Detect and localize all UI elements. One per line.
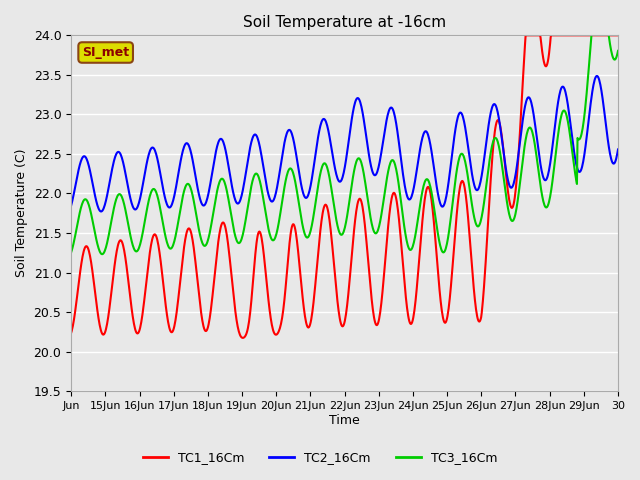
- TC1_16Cm: [67, 330, 75, 336]
- TC3_16Cm: [588, 35, 595, 41]
- TC3_16Cm: [67, 250, 75, 255]
- X-axis label: Time: Time: [329, 414, 360, 427]
- TC2_16Cm: [295, 168, 303, 173]
- TC1_16Cm: [239, 335, 246, 341]
- TC3_16Cm: [614, 48, 622, 54]
- Line: TC3_16Cm: TC3_16Cm: [71, 31, 618, 254]
- Text: SI_met: SI_met: [82, 46, 129, 59]
- TC3_16Cm: [390, 159, 397, 165]
- TC1_16Cm: [295, 254, 303, 260]
- TC2_16Cm: [93, 202, 101, 208]
- TC2_16Cm: [170, 197, 177, 203]
- TC3_16Cm: [588, 28, 596, 34]
- Legend: TC1_16Cm, TC2_16Cm, TC3_16Cm: TC1_16Cm, TC2_16Cm, TC3_16Cm: [138, 446, 502, 469]
- TC2_16Cm: [614, 146, 622, 152]
- TC1_16Cm: [596, 33, 604, 38]
- Line: TC2_16Cm: TC2_16Cm: [71, 76, 618, 212]
- Line: TC1_16Cm: TC1_16Cm: [71, 36, 618, 338]
- Title: Soil Temperature at -16cm: Soil Temperature at -16cm: [243, 15, 446, 30]
- Y-axis label: Soil Temperature (C): Soil Temperature (C): [15, 149, 28, 277]
- TC2_16Cm: [596, 82, 604, 87]
- TC2_16Cm: [97, 209, 105, 215]
- TC2_16Cm: [588, 96, 595, 102]
- TC1_16Cm: [614, 33, 622, 38]
- TC3_16Cm: [98, 252, 106, 257]
- TC3_16Cm: [93, 241, 101, 247]
- TC2_16Cm: [593, 73, 601, 79]
- TC3_16Cm: [295, 199, 303, 205]
- TC1_16Cm: [169, 328, 177, 334]
- TC3_16Cm: [596, 28, 604, 34]
- TC1_16Cm: [93, 308, 101, 313]
- TC2_16Cm: [390, 109, 397, 115]
- TC1_16Cm: [522, 33, 529, 38]
- TC1_16Cm: [588, 33, 596, 38]
- TC3_16Cm: [170, 242, 177, 248]
- TC1_16Cm: [390, 190, 397, 196]
- TC2_16Cm: [67, 203, 75, 208]
